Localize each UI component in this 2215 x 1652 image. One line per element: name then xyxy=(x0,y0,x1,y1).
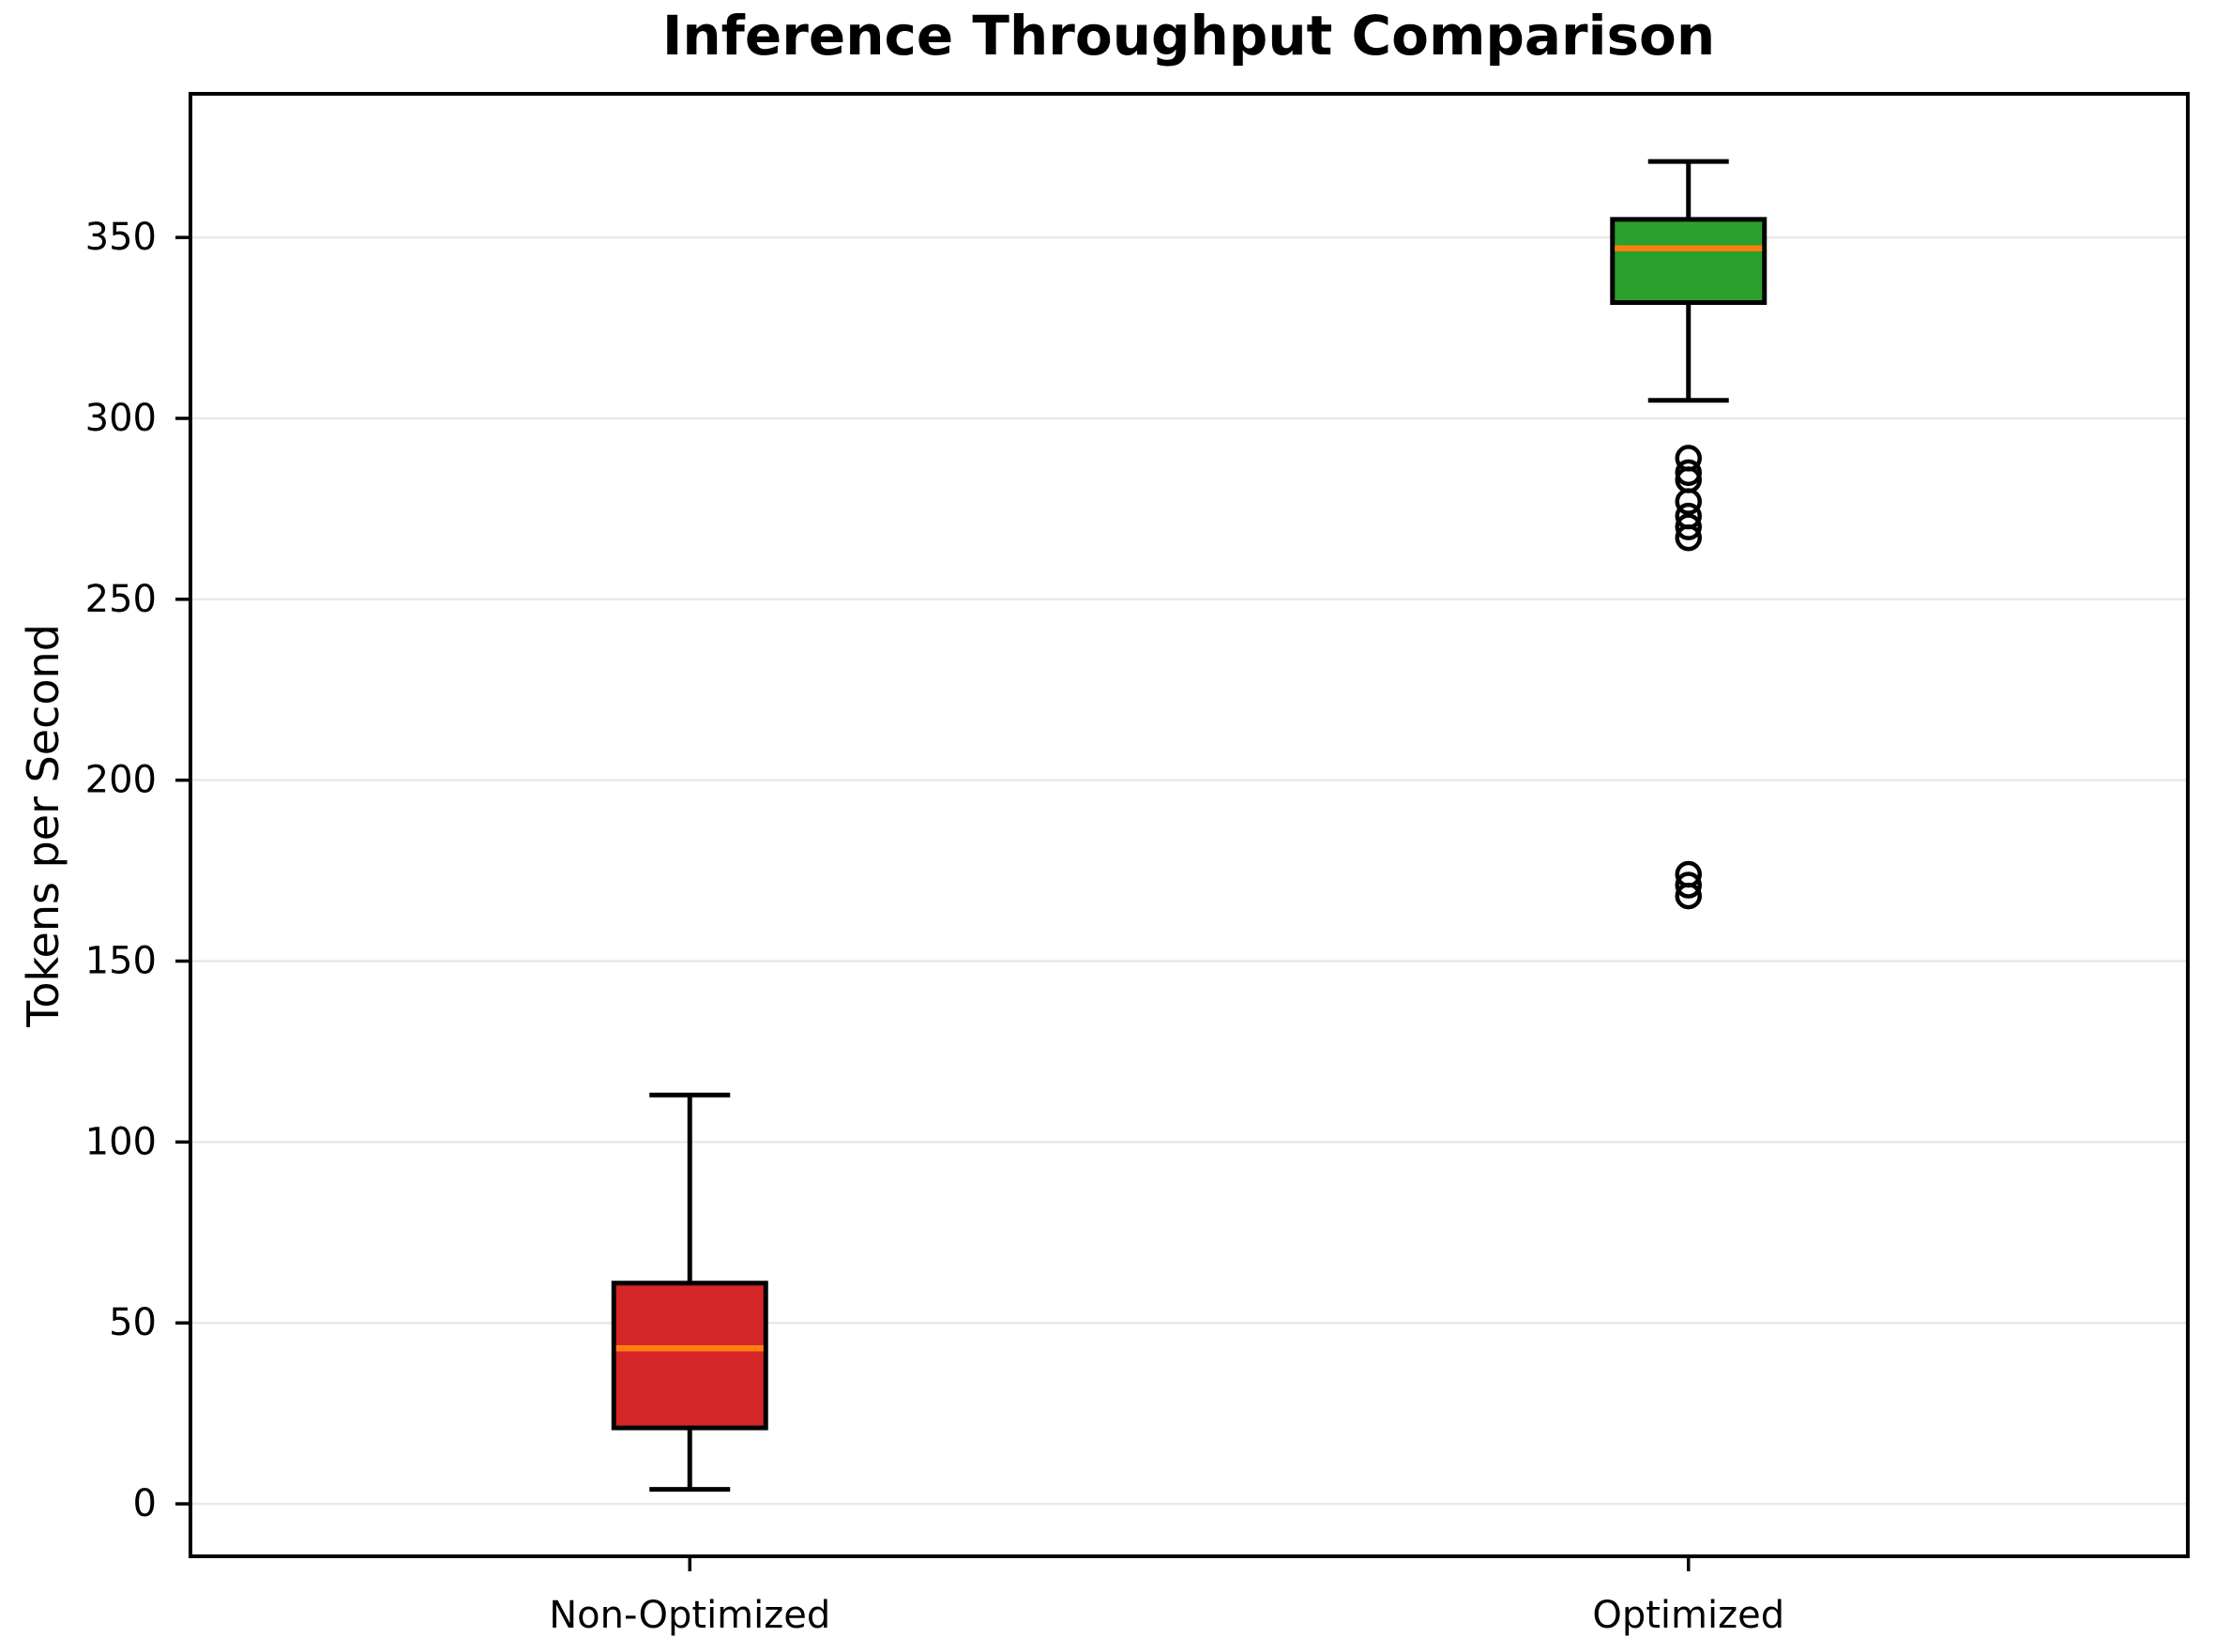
y-tick-label: 100 xyxy=(85,1120,157,1163)
y-tick-label: 200 xyxy=(85,759,157,802)
box-non-optimized xyxy=(611,1092,768,1493)
y-axis-label: Tokens per Second xyxy=(18,624,68,1028)
outlier-point xyxy=(1675,513,1702,540)
chart-title: Inference Throughput Comparison xyxy=(662,4,1715,68)
iqr-box xyxy=(1610,217,1767,306)
iqr-box xyxy=(611,1281,768,1431)
x-tick-label-optimized: Optimized xyxy=(1592,1594,1784,1637)
outlier-point xyxy=(1675,871,1702,899)
box-optimized xyxy=(1610,159,1767,910)
y-tick-label: 0 xyxy=(133,1482,157,1525)
y-tick-label: 150 xyxy=(85,940,157,983)
outlier-point xyxy=(1675,882,1702,910)
plot-border xyxy=(189,92,2190,1558)
outlier-point xyxy=(1675,524,1702,552)
y-tick-label: 350 xyxy=(85,216,157,259)
outlier-point xyxy=(1675,488,1702,515)
box-series xyxy=(611,159,1767,1493)
gridlines xyxy=(190,235,2188,1506)
y-tick-label: 250 xyxy=(85,578,157,621)
y-axis-ticks: 0 50 100 150 200 250 300 350 xyxy=(85,216,190,1525)
x-axis-ticks: Non-Optimized Optimized xyxy=(549,1556,1784,1637)
x-tick-label-non-optimized: Non-Optimized xyxy=(549,1594,830,1637)
outlier-point xyxy=(1675,459,1702,487)
y-tick-label: 50 xyxy=(109,1301,157,1344)
y-tick-label: 300 xyxy=(85,397,157,440)
